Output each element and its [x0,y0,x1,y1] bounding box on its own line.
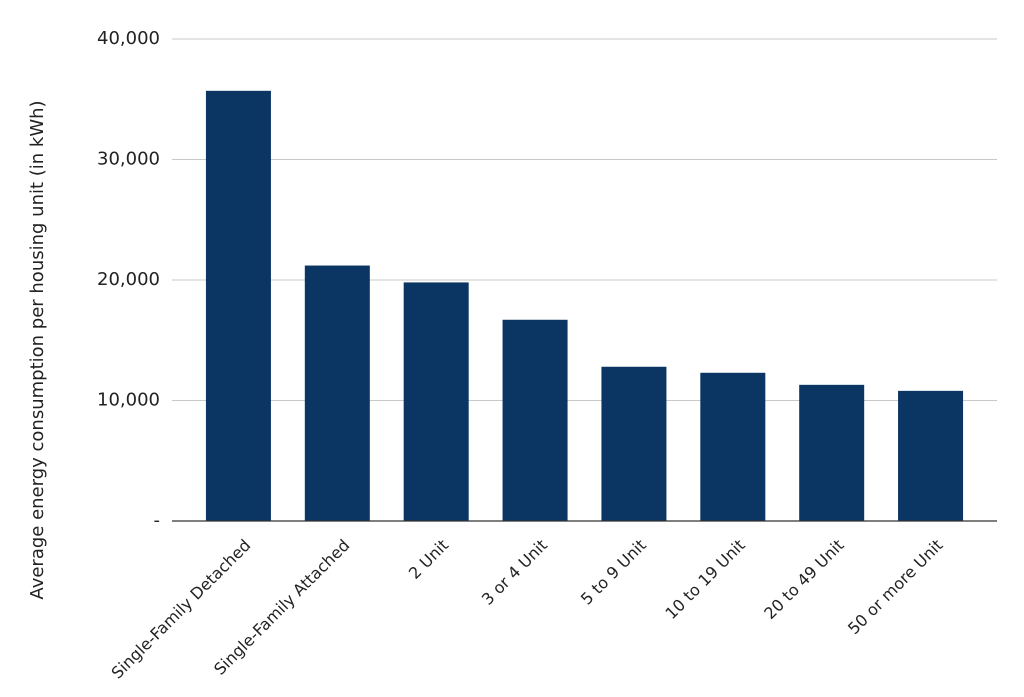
bar [601,366,667,521]
y-tick-label: - [154,510,161,531]
bar [898,390,964,521]
y-axis-title: Average energy consumption per housing u… [27,100,48,599]
x-tick-label: 20 to 49 Unit [760,536,847,623]
y-tick-label: 30,000 [97,149,160,170]
x-tick-label: 50 or more Unit [844,536,947,639]
x-tick-label: 2 Unit [405,536,452,583]
y-tick-label: 10,000 [97,390,160,411]
y-tick-label: 40,000 [97,28,160,49]
x-tick-label: 3 or 4 Unit [478,536,551,609]
y-tick-label: 20,000 [97,269,160,290]
bar [799,384,865,521]
bar [304,265,370,521]
bar [700,372,766,521]
bar [205,90,271,521]
bar [502,319,568,521]
x-tick-label: 10 to 19 Unit [661,536,748,623]
x-tick-label: 5 to 9 Unit [577,536,650,609]
bar [403,282,469,521]
